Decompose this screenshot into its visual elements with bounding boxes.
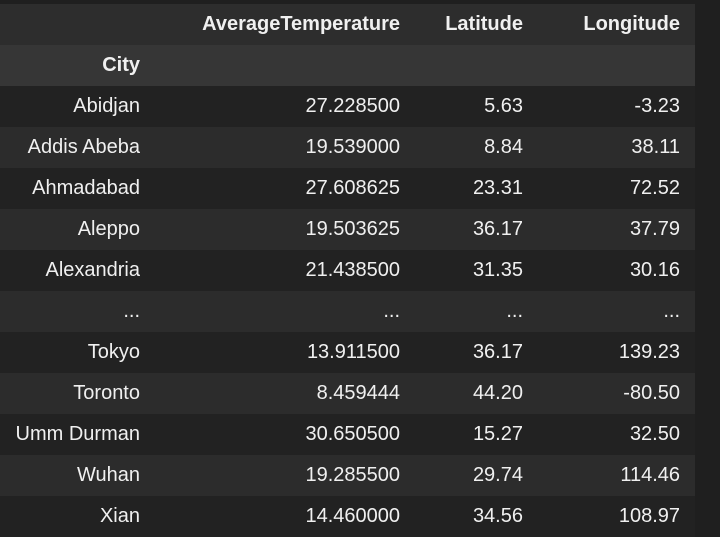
latitude-cell: 8.84 xyxy=(484,136,523,158)
city-cell: Ahmadabad xyxy=(32,177,140,199)
city-cell: Xian xyxy=(99,505,140,527)
table-row: Wuhan 19.285500 29.74 114.46 xyxy=(0,455,695,496)
latitude-cell: 15.27 xyxy=(472,423,523,445)
index-name-row: City xyxy=(0,45,695,86)
average-temperature-cell: 13.911500 xyxy=(306,341,400,363)
average-temperature-cell: 8.459444 xyxy=(316,382,400,404)
average-temperature-cell: 21.438500 xyxy=(305,259,400,281)
latitude-cell: 23.31 xyxy=(472,177,523,199)
city-cell: Aleppo xyxy=(77,218,140,240)
latitude-cell: ... xyxy=(506,300,523,322)
latitude-cell: 44.20 xyxy=(472,382,523,404)
longitude-cell: 114.46 xyxy=(620,464,680,486)
index-name: City xyxy=(102,54,140,76)
average-temperature-cell: 14.460000 xyxy=(305,505,400,527)
header-longitude: Longitude xyxy=(583,13,680,35)
average-temperature-cell: 27.228500 xyxy=(305,95,400,117)
average-temperature-cell: 19.285500 xyxy=(305,464,400,486)
header-latitude: Latitude xyxy=(445,13,523,35)
city-cell: Alexandria xyxy=(45,259,140,281)
table-row: ............ xyxy=(0,291,695,332)
longitude-cell: ... xyxy=(663,300,680,322)
table-row: Alexandria 21.438500 31.35 30.16 xyxy=(0,250,695,291)
table-row: Abidjan 27.228500 5.63 -3.23 xyxy=(0,86,695,127)
average-temperature-cell: 27.608625 xyxy=(305,177,400,199)
city-cell: Addis Abeba xyxy=(27,136,140,158)
city-cell: Wuhan xyxy=(76,464,140,486)
longitude-cell: 30.16 xyxy=(629,259,680,281)
longitude-cell: -80.50 xyxy=(623,382,680,404)
table-row: Toronto 8.459444 44.20 -80.50 xyxy=(0,373,695,414)
header-average-temperature: AverageTemperature xyxy=(202,13,400,35)
longitude-cell: 37.79 xyxy=(629,218,680,240)
latitude-cell: 34.56 xyxy=(472,505,523,527)
latitude-cell: 36.17 xyxy=(472,341,523,363)
longitude-cell: 72.52 xyxy=(629,177,680,199)
corner-header xyxy=(0,4,155,45)
city-cell: Tokyo xyxy=(87,341,140,363)
city-cell: ... xyxy=(123,300,140,322)
average-temperature-cell: 19.539000 xyxy=(305,136,400,158)
latitude-cell: 31.35 xyxy=(472,259,523,281)
table-row: Tokyo 13.911500 36.17 139.23 xyxy=(0,332,695,373)
average-temperature-cell: 19.503625 xyxy=(305,218,400,240)
longitude-cell: -3.23 xyxy=(634,95,680,117)
table-row: Xian 14.460000 34.56 108.97 xyxy=(0,496,695,537)
latitude-cell: 29.74 xyxy=(472,464,523,486)
longitude-cell: 139.23 xyxy=(618,341,680,363)
latitude-cell: 36.17 xyxy=(472,218,523,240)
average-temperature-cell: 30.650500 xyxy=(305,423,400,445)
table-row: Aleppo 19.503625 36.17 37.79 xyxy=(0,209,695,250)
city-cell: Toronto xyxy=(73,382,140,404)
table-row: Addis Abeba 19.539000 8.84 38.11 xyxy=(0,127,695,168)
city-cell: Abidjan xyxy=(73,95,140,117)
latitude-cell: 5.63 xyxy=(484,95,523,117)
city-cell: Umm Durman xyxy=(15,423,140,445)
column-header-row: AverageTemperature Latitude Longitude xyxy=(0,4,695,45)
table-row: Umm Durman 30.650500 15.27 32.50 xyxy=(0,414,695,455)
longitude-cell: 32.50 xyxy=(629,423,680,445)
average-temperature-cell: ... xyxy=(383,300,400,322)
dataframe-table: AverageTemperature Latitude Longitude Ci… xyxy=(0,4,695,537)
table-row: Ahmadabad 27.608625 23.31 72.52 xyxy=(0,168,695,209)
longitude-cell: 38.11 xyxy=(631,136,680,158)
longitude-cell: 108.97 xyxy=(618,505,680,527)
